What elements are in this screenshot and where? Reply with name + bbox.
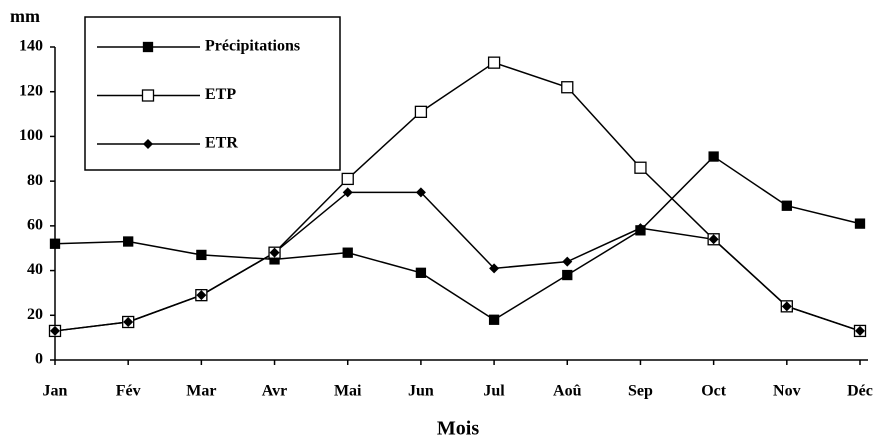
y-tick-label: 120: [19, 82, 43, 99]
marker: [123, 316, 134, 327]
x-tick-label: Oct: [701, 383, 727, 400]
marker: [415, 267, 427, 278]
marker: [562, 256, 573, 267]
marker: [562, 269, 573, 281]
marker: [561, 81, 574, 94]
x-tick-label: Jul: [483, 383, 505, 400]
marker: [269, 247, 280, 258]
legend-label: Précipitations: [205, 38, 300, 55]
marker: [708, 151, 719, 162]
marker: [489, 263, 500, 274]
x-tick-label: Mai: [334, 383, 362, 400]
marker: [123, 236, 134, 247]
marker: [342, 187, 353, 198]
legend-label: ETP: [205, 86, 236, 103]
marker: [634, 161, 647, 174]
x-axis-label: Mois: [437, 418, 479, 440]
marker: [50, 325, 60, 336]
series-line: [54, 155, 861, 321]
marker: [635, 223, 646, 234]
y-tick-label: 40: [27, 261, 43, 278]
marker: [196, 290, 207, 301]
x-tick-label: Jan: [43, 383, 68, 400]
marker: [854, 218, 866, 229]
y-tick-label: 80: [27, 172, 43, 189]
marker: [142, 41, 154, 53]
y-tick-label: 20: [27, 306, 43, 323]
marker: [341, 172, 354, 186]
marker: [141, 89, 155, 102]
y-axis-label: mm: [10, 6, 40, 26]
x-tick-label: Sep: [628, 383, 653, 400]
legend-label: ETR: [205, 135, 238, 152]
marker: [415, 187, 426, 198]
marker: [143, 139, 153, 149]
x-tick-label: Avr: [262, 383, 287, 400]
y-tick-label: 140: [19, 38, 43, 55]
x-tick-label: Aoû: [553, 383, 582, 400]
x-tick-label: Mar: [186, 383, 216, 400]
x-tick-label: Jun: [408, 383, 434, 400]
marker: [487, 56, 501, 69]
marker: [855, 325, 865, 336]
marker: [781, 200, 792, 211]
y-tick-label: 0: [35, 351, 43, 368]
marker: [342, 247, 353, 258]
x-tick-label: Nov: [773, 383, 801, 400]
x-tick-label: Fév: [116, 383, 141, 400]
marker: [414, 105, 428, 118]
marker: [488, 314, 500, 325]
marker: [49, 238, 61, 249]
marker: [196, 249, 207, 261]
y-tick-label: 60: [27, 217, 43, 234]
y-tick-label: 100: [19, 127, 43, 144]
marker: [708, 234, 719, 245]
marker: [781, 301, 792, 312]
x-tick-label: Déc: [847, 383, 873, 400]
series-line: [54, 191, 861, 332]
